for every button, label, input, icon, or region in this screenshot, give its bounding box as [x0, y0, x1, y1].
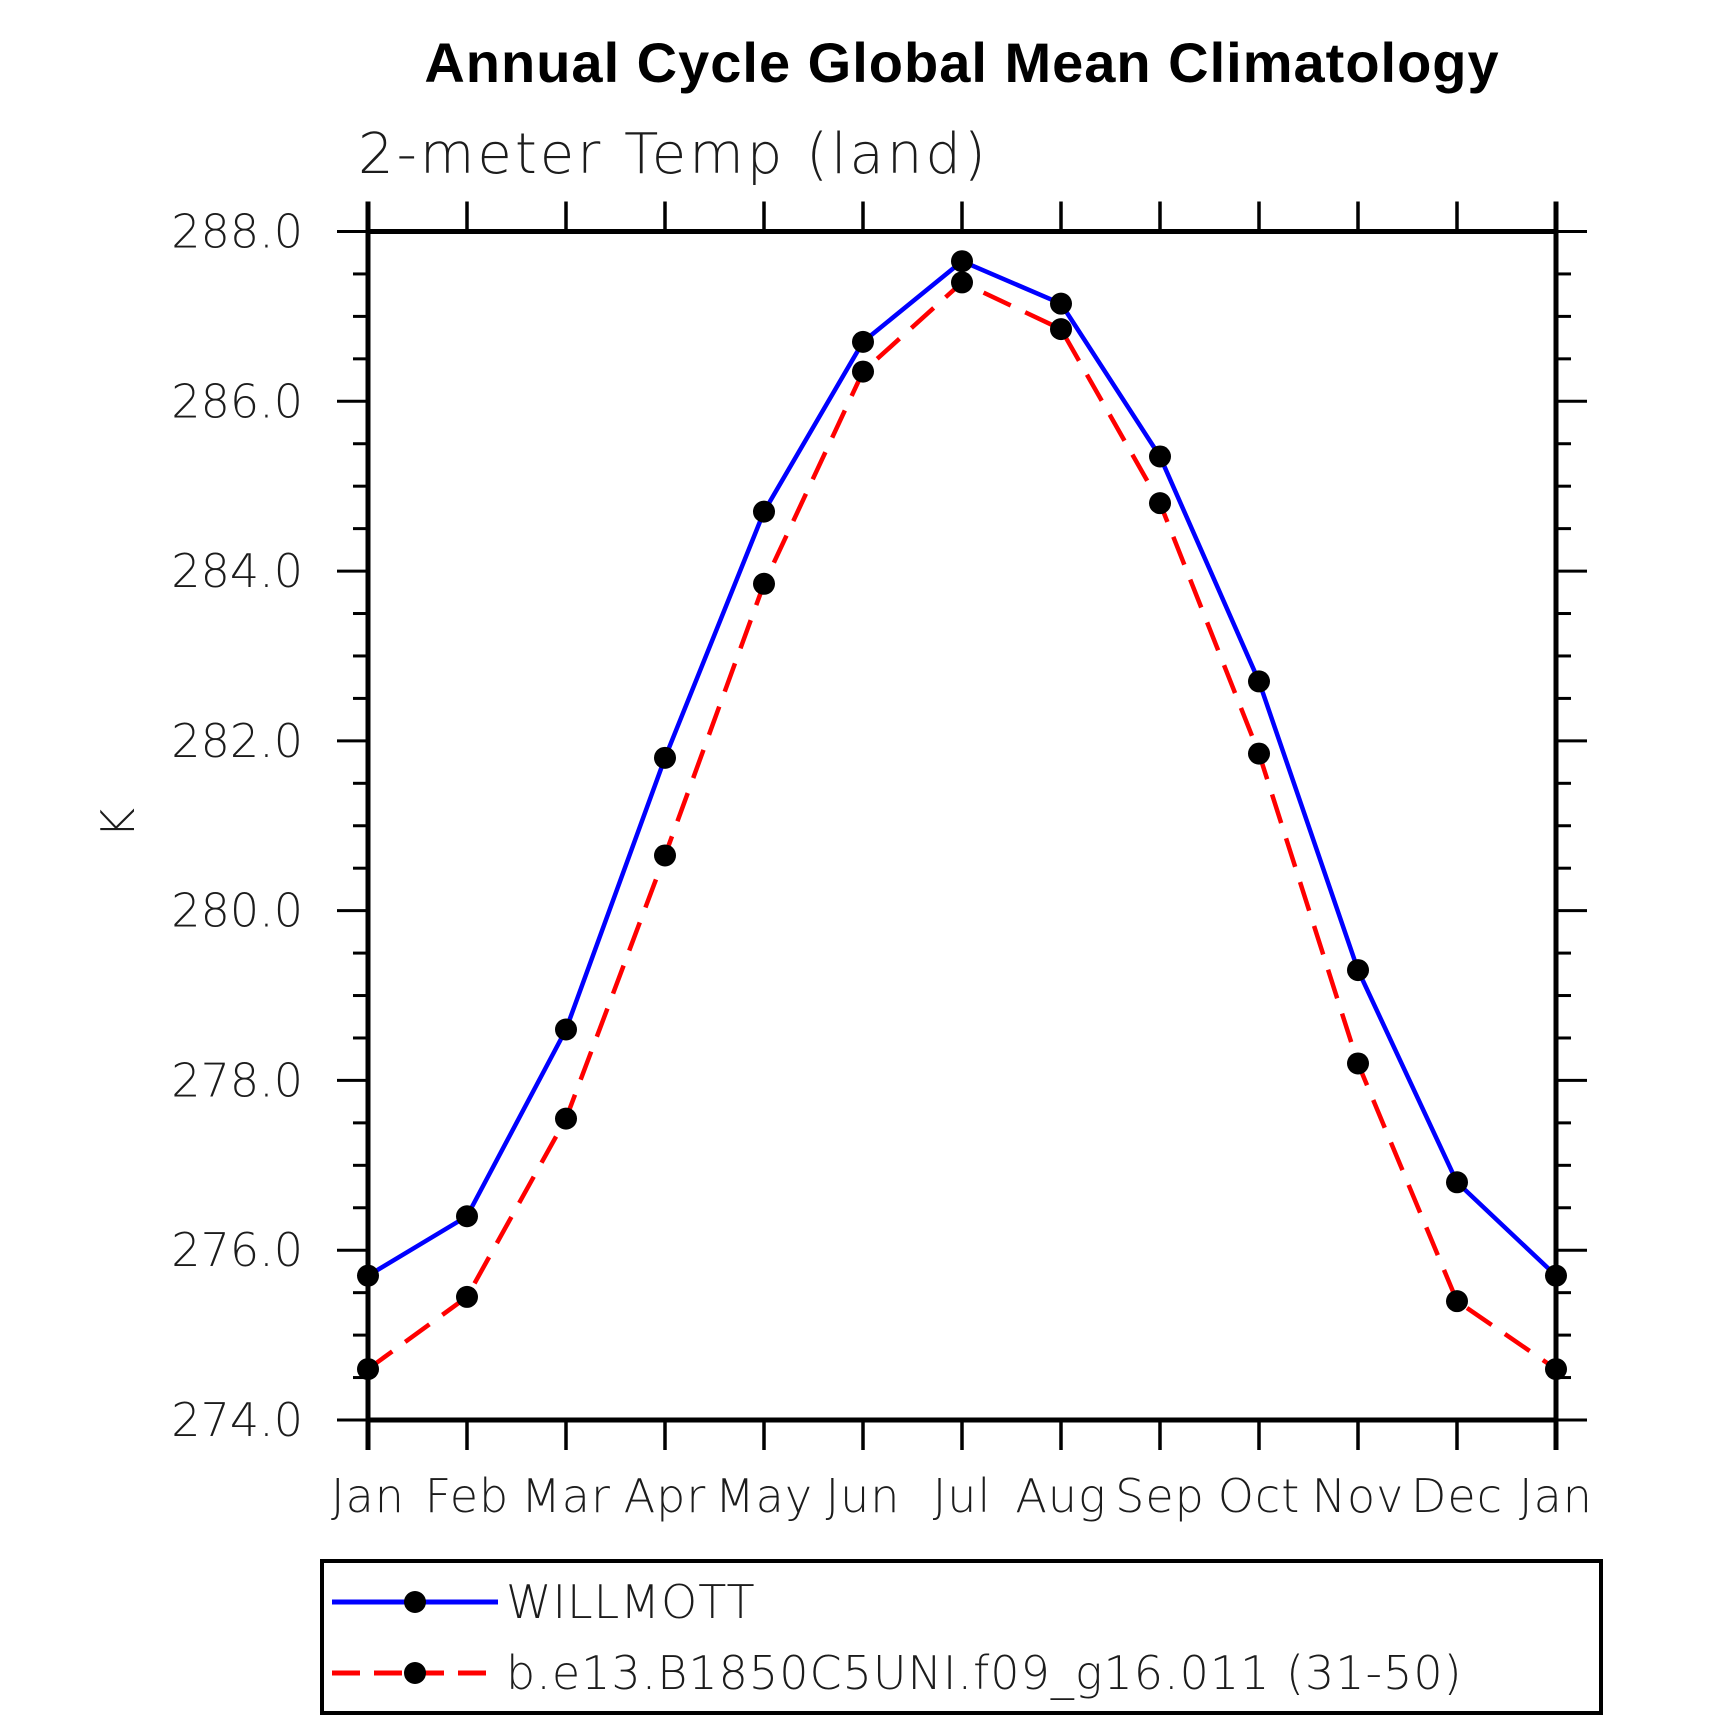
series-markers-1 [357, 271, 1567, 1381]
series-markers-0 [357, 250, 1567, 1287]
data-point [1050, 318, 1072, 341]
data-point [1149, 492, 1171, 515]
data-point [951, 250, 973, 273]
month-label: Jul [933, 1469, 992, 1523]
x-axis-tick-labels: Jan Feb Mar Apr May Jun Jul Aug Sep Oct Nov Dec Jan [331, 1469, 1593, 1523]
legend-label-model: b.e13.B1850C5UNI.f09_g16.011 (31-50) [506, 1646, 1463, 1700]
data-point [753, 572, 775, 595]
data-point [555, 1107, 577, 1130]
data-point [753, 500, 775, 523]
y-axis-tick-labels: 274.0 276.0 278.0 280.0 282.0 284.0 286.0 288.0 [171, 205, 303, 1448]
data-point [1149, 445, 1171, 468]
month-label: Apr [624, 1469, 707, 1523]
y-tick-label: 284.0 [171, 544, 303, 598]
chart-title: Annual Cycle Global Mean Climatology [424, 31, 1500, 94]
month-label: Oct [1218, 1469, 1301, 1523]
month-label: Dec [1411, 1469, 1503, 1523]
month-label: May [715, 1469, 813, 1523]
data-point [1446, 1290, 1468, 1313]
data-point [1545, 1264, 1567, 1287]
y-tick-label: 288.0 [171, 205, 303, 259]
month-label: Mar [521, 1469, 611, 1523]
y-tick-label: 274.0 [171, 1393, 303, 1447]
data-point [654, 746, 676, 769]
month-label: Jan [1519, 1469, 1593, 1523]
data-point [555, 1018, 577, 1041]
series-line-0 [366, 258, 1558, 1278]
data-point [1347, 1052, 1369, 1075]
month-label: Aug [1015, 1469, 1106, 1523]
legend-row-model: b.e13.B1850C5UNI.f09_g16.011 (31-50) [330, 1646, 1463, 1700]
data-point [1347, 959, 1369, 982]
y-tick-label: 278.0 [171, 1053, 303, 1107]
legend-line-solid-icon [332, 1591, 498, 1613]
y-tick-label: 286.0 [171, 374, 303, 428]
month-label: Sep [1115, 1469, 1205, 1523]
month-label: Jan [331, 1469, 405, 1523]
data-point [951, 271, 973, 294]
y-tick-label: 282.0 [171, 714, 303, 768]
month-label: Jun [826, 1469, 901, 1523]
data-point [357, 1358, 379, 1381]
y-tick-label: 276.0 [171, 1223, 303, 1277]
series-line-1 [366, 280, 1558, 1371]
month-label: Nov [1312, 1469, 1405, 1523]
legend-label-willmott: WILLMOTT [506, 1575, 756, 1629]
data-point [456, 1205, 478, 1228]
legend-line-dashed-icon [332, 1662, 498, 1684]
data-point [1545, 1358, 1567, 1381]
data-point [852, 360, 874, 383]
chart-subtitle: 2-meter Temp (land) [358, 122, 989, 187]
data-point [456, 1285, 478, 1308]
data-point [852, 330, 874, 353]
data-point [1050, 292, 1072, 315]
data-point [1248, 670, 1270, 693]
data-point [654, 844, 676, 867]
month-label: Feb [425, 1469, 509, 1523]
data-point [1446, 1171, 1468, 1194]
data-point [357, 1264, 379, 1287]
data-point [1248, 742, 1270, 765]
x-axis-ticks [366, 201, 1558, 1450]
legend-row-willmott: WILLMOTT [330, 1575, 756, 1629]
axes [365, 201, 1559, 1450]
y-axis-ticks [337, 230, 1587, 1422]
legend: WILLMOTT b.e13.B1850C5UNI.f09_g16.011 (3… [320, 1559, 1603, 1715]
y-tick-label: 280.0 [171, 884, 303, 938]
